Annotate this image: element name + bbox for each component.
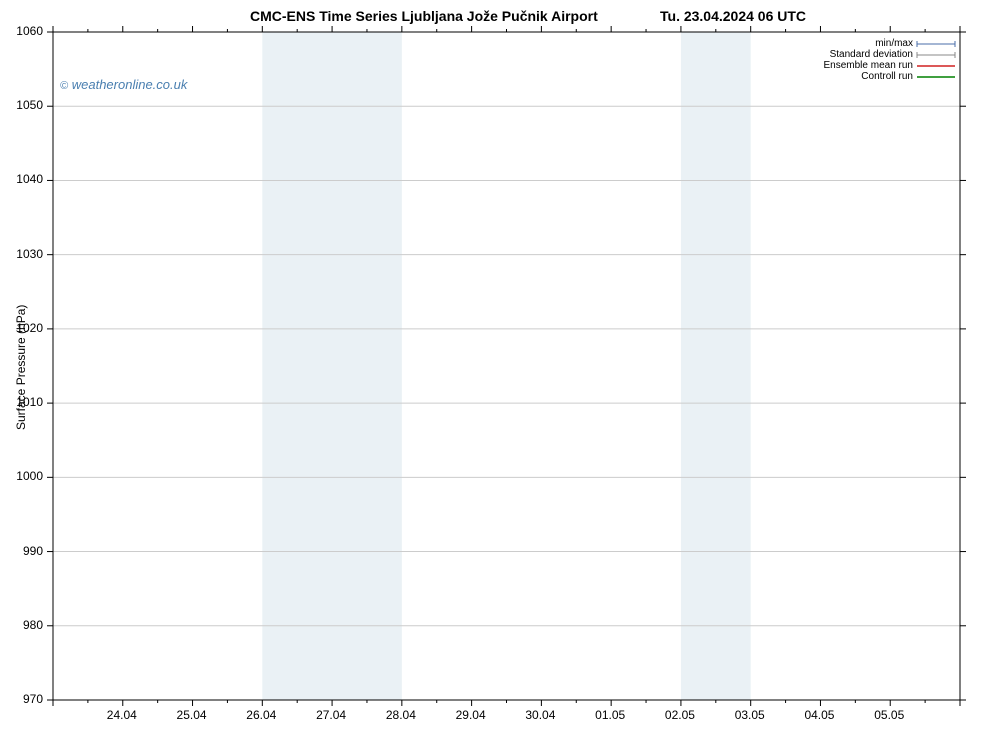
x-tick-label: 25.04 [177,708,207,722]
chart-svg [0,0,1000,733]
x-tick-label: 02.05 [665,708,695,722]
x-tick-label: 26.04 [246,708,276,722]
x-tick-label: 04.05 [804,708,834,722]
y-tick-label: 1050 [16,98,43,112]
x-tick-label: 29.04 [456,708,486,722]
legend-item-label: Standard deviation [830,49,913,60]
legend-item-label: min/max [875,38,913,49]
x-tick-label: 05.05 [874,708,904,722]
legend-item-label: Ensemble mean run [824,60,914,71]
y-tick-label: 980 [23,618,43,632]
y-tick-label: 990 [23,544,43,558]
x-tick-label: 01.05 [595,708,625,722]
x-tick-label: 27.04 [316,708,346,722]
copyright-icon: © [60,80,68,92]
legend-item-label: Controll run [861,71,913,82]
y-tick-label: 1040 [16,172,43,186]
x-tick-label: 03.05 [735,708,765,722]
x-tick-label: 28.04 [386,708,416,722]
y-tick-label: 1020 [16,321,43,335]
chart-container: CMC-ENS Time Series Ljubljana Jože Pučni… [0,0,1000,733]
chart-title-series: CMC-ENS Time Series Ljubljana Jože Pučni… [250,8,598,24]
y-tick-label: 1030 [16,247,43,261]
y-tick-label: 970 [23,692,43,706]
y-tick-label: 1000 [16,469,43,483]
y-tick-label: 1060 [16,24,43,38]
watermark: © weatheronline.co.uk [60,77,187,92]
watermark-text: weatheronline.co.uk [72,77,188,92]
x-tick-label: 24.04 [107,708,137,722]
x-tick-label: 30.04 [525,708,555,722]
chart-title-date: Tu. 23.04.2024 06 UTC [660,8,806,24]
y-tick-label: 1010 [16,395,43,409]
